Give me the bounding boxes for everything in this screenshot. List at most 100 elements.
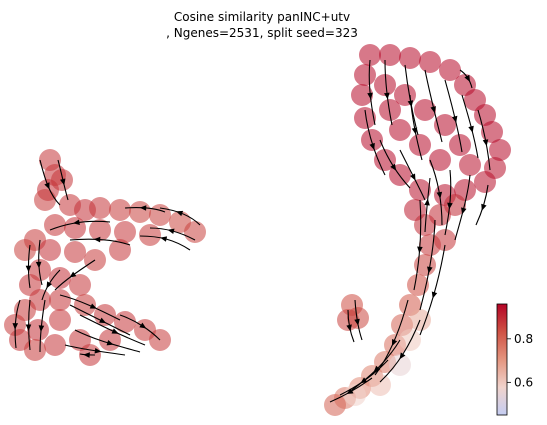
left-cluster-point (34, 189, 56, 211)
velocity-arrowhead (346, 324, 352, 332)
velocity-arrowhead (451, 115, 458, 123)
velocity-stream-line (14, 299, 21, 349)
velocity-arrowhead (93, 236, 101, 243)
left-cluster-point (44, 214, 66, 236)
velocity-stream-line (74, 329, 141, 353)
left-cluster-point (49, 267, 71, 289)
velocity-arrowhead (354, 318, 360, 326)
right-cluster-point (354, 64, 376, 86)
right-cluster-point (474, 104, 496, 126)
right-cluster-point (351, 84, 373, 106)
velocity-arrowhead (410, 173, 416, 181)
left-cluster-point (24, 339, 46, 361)
velocity-arrowhead (390, 163, 397, 171)
left-cluster-point (149, 204, 171, 226)
right-cluster-point (374, 74, 396, 96)
velocity-arrowhead (176, 210, 184, 217)
left-cluster-point (129, 201, 151, 223)
velocity-stream-layer (12, 59, 491, 403)
colorbar: 0.6 0.8 (496, 303, 533, 416)
velocity-arrowhead (83, 352, 90, 358)
right-cluster-point (407, 274, 429, 296)
right-cluster-point (419, 51, 441, 73)
velocity-arrowhead (481, 203, 487, 211)
velocity-stream-line (368, 59, 376, 126)
velocity-arrowhead (139, 322, 147, 329)
velocity-arrowhead (461, 207, 467, 215)
right-cluster-point (399, 329, 421, 351)
velocity-arrowhead (44, 182, 50, 190)
velocity-arrowhead (12, 323, 19, 330)
velocity-arrowhead (411, 127, 418, 135)
left-cluster-point (74, 294, 96, 316)
velocity-stream-line (79, 314, 146, 346)
velocity-stream-line (139, 235, 191, 251)
left-cluster-point (64, 241, 86, 263)
colorbar-gradient (496, 303, 508, 416)
left-cluster-point (139, 224, 161, 246)
velocity-stream-line (124, 207, 166, 213)
velocity-arrowhead (417, 246, 423, 254)
velocity-arrowhead (464, 74, 470, 82)
velocity-stream-line (444, 169, 452, 236)
right-cluster-point (324, 394, 346, 416)
right-cluster-point (389, 354, 411, 376)
velocity-arrowhead (384, 92, 390, 100)
velocity-arrowhead (111, 328, 119, 334)
right-cluster-point (434, 229, 456, 251)
velocity-arrowhead (424, 198, 430, 206)
velocity-arrowhead (139, 205, 147, 211)
velocity-stream-line (413, 199, 422, 291)
left-cluster-point (99, 329, 121, 351)
right-cluster-point (414, 99, 436, 121)
velocity-arrowhead (369, 142, 375, 150)
velocity-arrowhead (468, 125, 474, 133)
right-cluster-point (389, 119, 411, 141)
chart-title-line1: Cosine similarity panINC+utv (174, 10, 350, 24)
right-cluster-point (379, 44, 401, 66)
left-cluster-point (89, 219, 111, 241)
right-cluster-point (489, 139, 511, 161)
velocity-arrowhead (73, 219, 80, 226)
left-cluster-point (39, 239, 61, 261)
velocity-arrowhead (373, 365, 381, 373)
colorbar-tick-label: 0.6 (514, 375, 533, 389)
left-cluster-point (69, 274, 91, 296)
velocity-arrowhead (167, 228, 175, 235)
velocity-stream-line (59, 294, 121, 321)
left-cluster-point (114, 221, 136, 243)
velocity-stream-line (409, 94, 423, 161)
scatter-points-layer (4, 44, 511, 416)
chart-title-line2: , Ngenes=2531, split seed=323 (166, 26, 358, 40)
velocity-arrowhead (35, 261, 42, 269)
right-cluster-point (439, 59, 461, 81)
right-cluster-point (429, 149, 451, 171)
velocity-stream-line (69, 304, 131, 336)
velocity-arrowhead (106, 340, 114, 346)
velocity-stream-line (454, 174, 471, 241)
velocity-stream-line (444, 79, 463, 153)
velocity-arrowhead (447, 202, 453, 210)
velocity-arrowhead (38, 325, 45, 332)
right-cluster-point (359, 44, 381, 66)
left-cluster-point (44, 334, 66, 356)
velocity-arrowhead (89, 303, 97, 309)
right-cluster-point (474, 171, 496, 193)
left-cluster-point (49, 309, 71, 331)
right-cluster-point (449, 134, 471, 156)
velocity-stream-line (461, 94, 479, 159)
velocity-arrowhead (430, 106, 436, 114)
left-cluster-point (89, 197, 111, 219)
right-cluster-point (374, 149, 396, 171)
velocity-arrowhead (431, 291, 438, 299)
colorbar-tick-label: 0.8 (514, 332, 533, 346)
velocity-arrowhead (99, 317, 107, 324)
velocity-stream-line (419, 219, 436, 311)
velocity-arrowhead (427, 266, 433, 274)
right-cluster-point (354, 107, 376, 129)
right-cluster-point (409, 134, 431, 156)
right-cluster-point (399, 47, 421, 69)
velocity-arrowhead (160, 236, 168, 242)
velocity-arrowhead (69, 271, 77, 278)
